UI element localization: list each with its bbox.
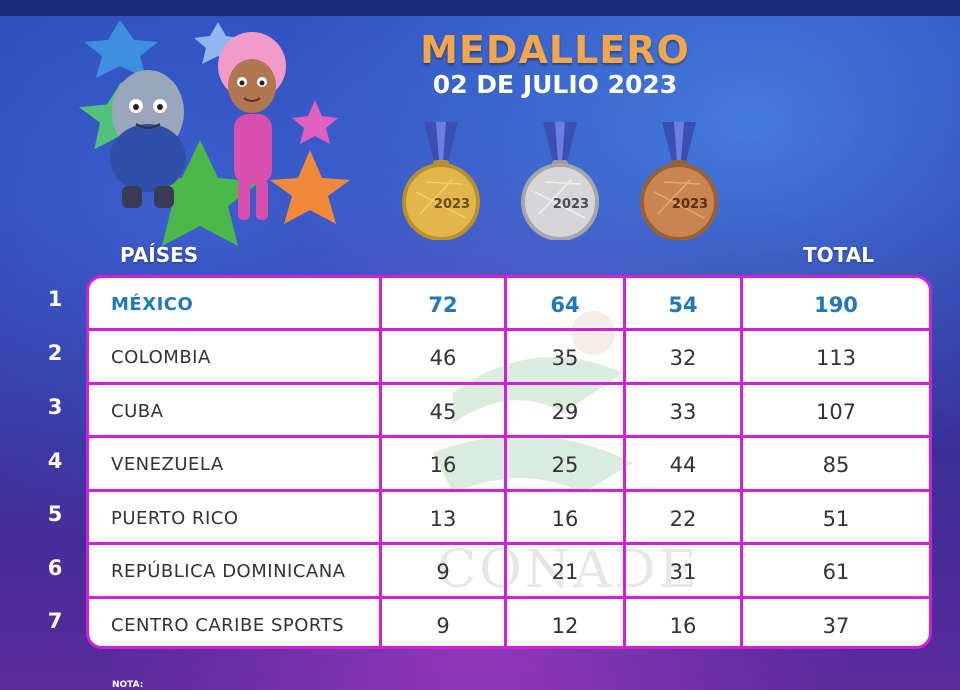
total-cell: 190	[814, 292, 858, 317]
silver-medal-year: 2023	[553, 197, 589, 212]
star-shape	[292, 100, 338, 144]
country-cell: COLOMBIA	[111, 347, 211, 368]
rank-number: 4	[47, 449, 63, 473]
gold-cell: 46	[429, 345, 457, 370]
medal-table: CONADE MÉXICO 72 64 54 190 COLOMBIA 46 3…	[86, 275, 932, 649]
silver-cell: 12	[551, 613, 579, 638]
silver-cell: 25	[551, 452, 579, 477]
row-divider	[89, 435, 929, 438]
row-divider	[89, 489, 929, 492]
country-cell: CUBA	[111, 401, 164, 422]
gold-medal-icon: 2023	[402, 122, 480, 240]
watermark-text: CONADE	[436, 540, 700, 600]
rank-number: 6	[47, 556, 63, 580]
country-cell: VENEZUELA	[111, 454, 224, 475]
bronze-cell: 44	[669, 452, 697, 477]
star-shape	[270, 150, 350, 224]
table-row: CENTRO CARIBE SPORTS 9 12 16 37	[89, 599, 929, 646]
table-row: COLOMBIA 46 35 32 113	[89, 331, 929, 384]
bronze-cell: 22	[669, 506, 697, 531]
table-row: MÉXICO 72 64 54 190	[89, 278, 929, 331]
bronze-cell: 54	[668, 292, 698, 317]
gold-cell: 72	[428, 292, 458, 317]
country-cell: PUERTO RICO	[111, 508, 239, 529]
row-divider	[89, 596, 929, 599]
bronze-cell: 31	[669, 559, 697, 584]
table-row: REPÚBLICA DOMINICANA 9 21 31 61	[89, 545, 929, 598]
mascots-illustration	[79, 20, 350, 246]
header-countries: PAÍSES	[120, 243, 199, 267]
table-row: CUBA 45 29 33 107	[89, 385, 929, 438]
star-shape	[140, 140, 260, 246]
total-cell: 85	[822, 452, 850, 477]
total-cell: 107	[815, 399, 857, 424]
silver-cell: 35	[551, 345, 579, 370]
gold-medal-year: 2023	[434, 197, 470, 212]
top-bar	[0, 0, 960, 16]
header-total: TOTAL	[803, 243, 874, 267]
bronze-cell: 32	[669, 345, 697, 370]
country-cell: MÉXICO	[111, 294, 194, 315]
rank-number: 5	[47, 502, 63, 526]
gold-cell: 45	[429, 399, 457, 424]
bronze-medal-icon: 2023	[640, 122, 718, 240]
gold-cell: 16	[429, 452, 457, 477]
gold-cell: 9	[436, 559, 450, 584]
star-shape	[84, 20, 158, 78]
column-divider	[504, 278, 507, 646]
total-cell: 61	[822, 559, 850, 584]
column-divider	[623, 278, 626, 646]
row-divider	[89, 328, 929, 331]
table-row: PUERTO RICO 13 16 22 51	[89, 492, 929, 545]
footer-note: NOTA:	[112, 680, 144, 690]
gold-cell: 9	[436, 613, 450, 638]
country-cell: REPÚBLICA DOMINICANA	[111, 561, 346, 582]
silver-cell: 21	[551, 559, 579, 584]
column-divider	[740, 278, 743, 646]
bronze-medal-year: 2023	[672, 197, 708, 212]
page-date: 02 DE JULIO 2023	[432, 70, 678, 99]
rank-number: 2	[47, 341, 63, 365]
bronze-cell: 33	[669, 399, 697, 424]
total-cell: 113	[815, 345, 857, 370]
rank-number: 1	[47, 287, 63, 311]
conade-watermark-logo	[433, 311, 633, 493]
total-cell: 51	[822, 506, 850, 531]
gold-cell: 13	[429, 506, 457, 531]
total-cell: 37	[822, 613, 850, 638]
row-divider	[89, 382, 929, 385]
column-divider	[379, 278, 382, 646]
row-divider	[89, 542, 929, 545]
silver-cell: 29	[551, 399, 579, 424]
table-row: VENEZUELA 16 25 44 85	[89, 438, 929, 491]
country-cell: CENTRO CARIBE SPORTS	[111, 615, 345, 636]
silver-cell: 64	[550, 292, 580, 317]
page-title: MEDALLERO	[420, 28, 690, 72]
rank-number: 3	[47, 395, 63, 419]
rank-number: 7	[47, 609, 63, 633]
silver-medal-icon: 2023	[521, 122, 599, 240]
bronze-cell: 16	[669, 613, 697, 638]
silver-cell: 16	[551, 506, 579, 531]
